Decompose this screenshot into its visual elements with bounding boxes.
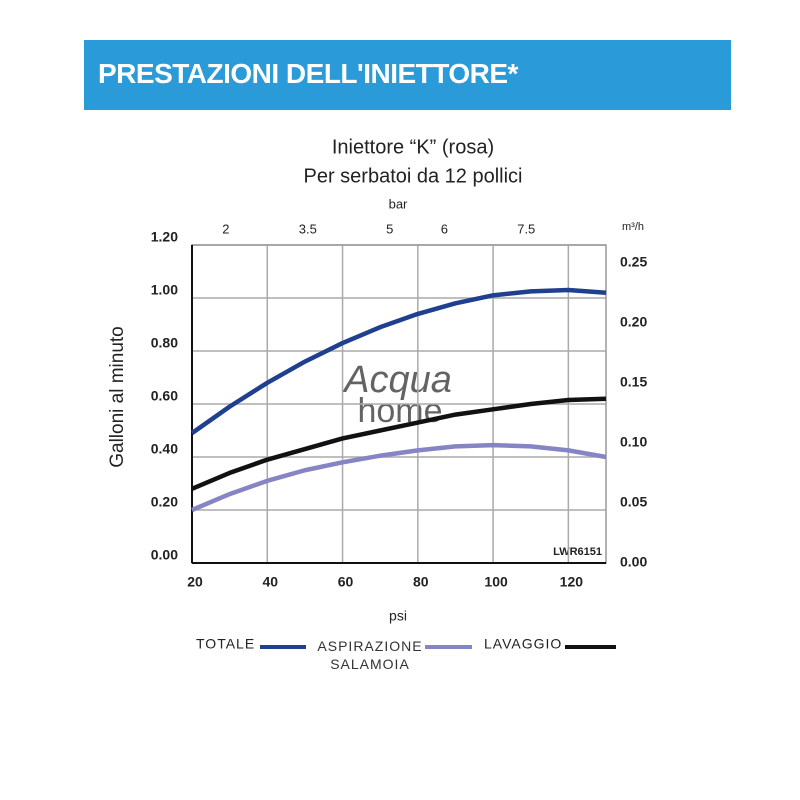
x-axis-label: psi (389, 608, 407, 624)
series-line (191, 442, 607, 513)
y2-tick-label: 0.00 (620, 554, 647, 570)
y2-tick-label: 0.20 (620, 314, 647, 330)
legend-label: ASPIRAZIONE SALAMOIA (317, 638, 423, 672)
y2-tick-label: 0.25 (620, 254, 647, 270)
x-tick-label: 80 (413, 574, 429, 590)
y-tick-label: 0.60 (151, 388, 178, 404)
x2-tick-label: 7.5 (517, 221, 535, 236)
x-tick-label: 60 (338, 574, 354, 590)
y2-tick-label: 0.10 (620, 434, 647, 450)
chart-title: Iniettore “K” (rosa) (332, 136, 494, 158)
y2-axis-label: m³/h (622, 221, 644, 233)
y-tick-label: 0.80 (151, 335, 178, 351)
x-tick-label: 40 (262, 574, 278, 590)
x-tick-label: 120 (560, 574, 584, 590)
chart-subtitle: Per serbatoi da 12 pollici (303, 165, 522, 187)
annotation: LWR6151 (553, 546, 602, 558)
y-tick-label: 1.20 (151, 229, 178, 245)
banner-title: PRESTAZIONI DELL'INIETTORE* (98, 58, 518, 89)
series-line (191, 396, 607, 491)
y-tick-label: 0.20 (151, 494, 178, 510)
banner: PRESTAZIONI DELL'INIETTORE* (84, 40, 731, 110)
x2-tick-label: 5 (386, 221, 393, 236)
legend-label: TOTALE (196, 636, 255, 652)
x2-tick-label: 2 (222, 221, 229, 236)
y-tick-label: 0.00 (151, 547, 178, 563)
watermark: home (357, 392, 442, 430)
legend-label: LAVAGGIO (484, 636, 562, 652)
watermark: Acqua (342, 359, 452, 401)
y2-tick-label: 0.15 (620, 374, 647, 390)
series-line (190, 287, 607, 435)
x2-tick-label: 6 (441, 221, 448, 236)
y-tick-label: 0.40 (151, 441, 178, 457)
y2-tick-label: 0.05 (620, 494, 647, 510)
x2-tick-label: 3.5 (299, 221, 317, 236)
y-axis-label: Galloni al minuto (107, 326, 128, 468)
y-tick-label: 1.00 (151, 282, 178, 298)
x-tick-label: 20 (187, 574, 203, 590)
x2-axis-label: bar (389, 196, 408, 211)
x-tick-label: 100 (484, 574, 508, 590)
